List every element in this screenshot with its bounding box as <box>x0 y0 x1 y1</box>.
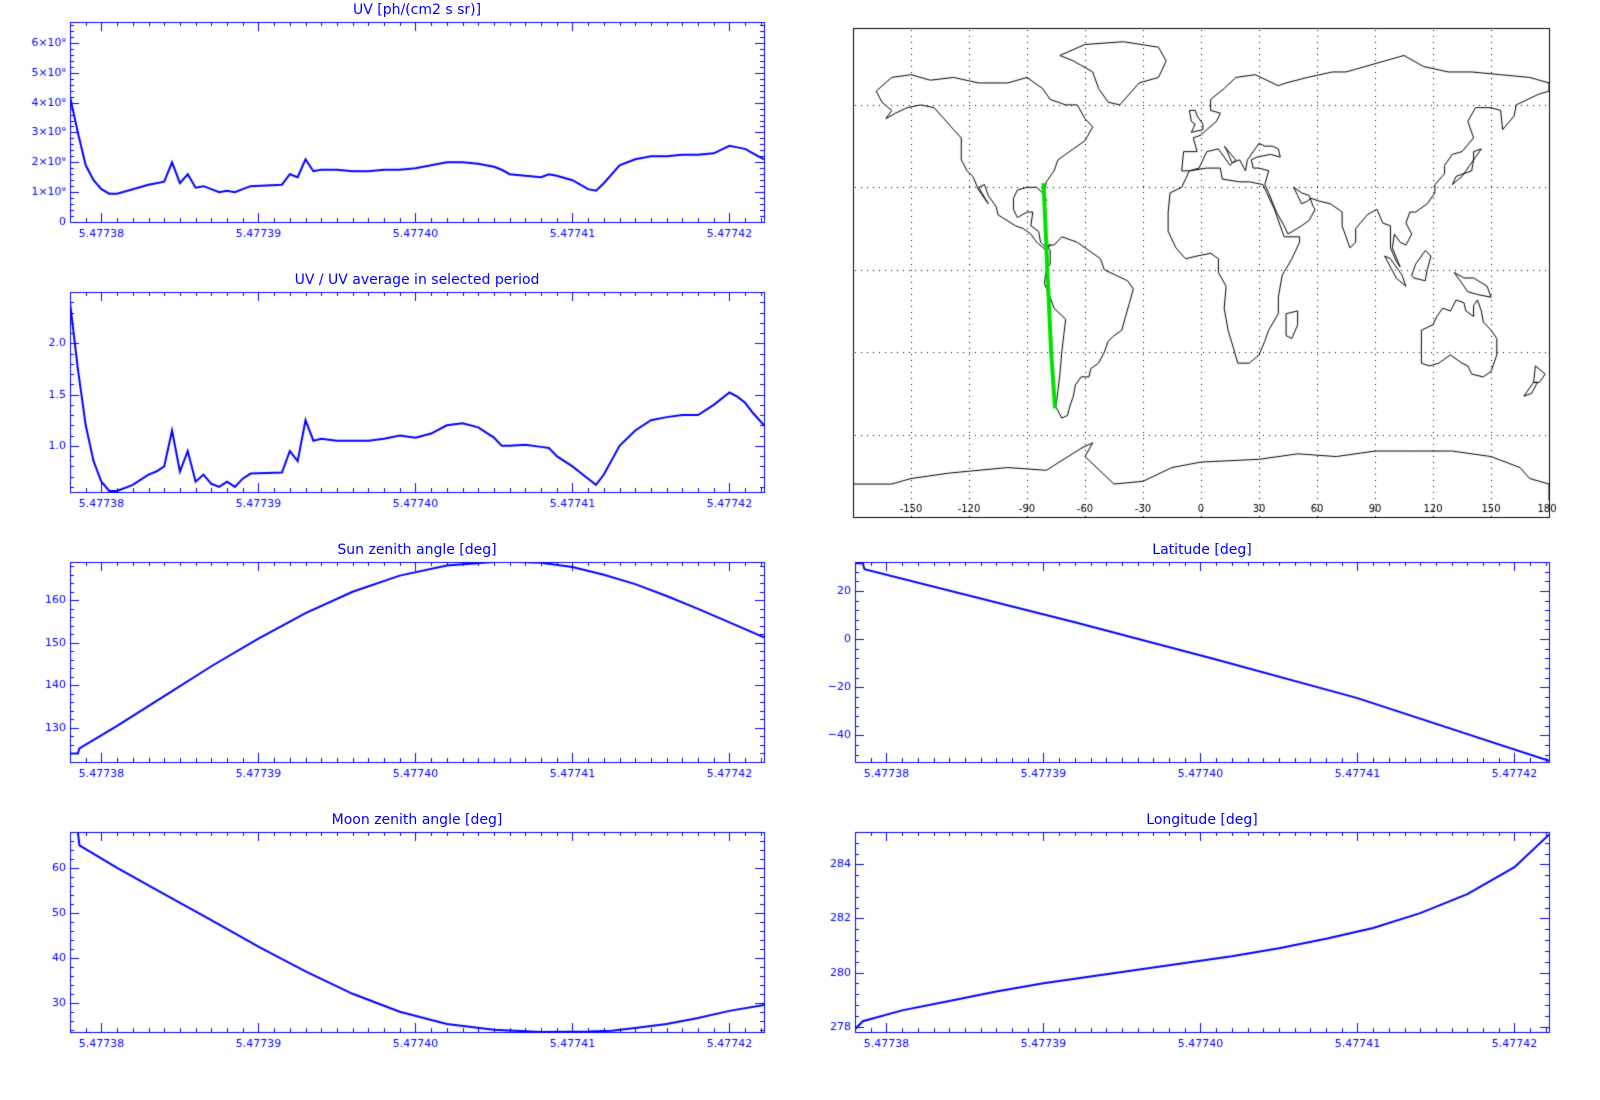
chart-title-uv_ratio: UV / UV average in selected period <box>294 272 540 288</box>
chart-title-sun_zenith: Sun zenith angle [deg] <box>337 542 497 558</box>
chart-title-moon_zenith: Moon zenith angle [deg] <box>331 812 503 828</box>
chart-title-latitude: Latitude [deg] <box>1152 542 1252 558</box>
chart-title-longitude: Longitude [deg] <box>1146 812 1258 828</box>
chart-title-uv: UV [ph/(cm2 s sr)] <box>352 2 482 18</box>
